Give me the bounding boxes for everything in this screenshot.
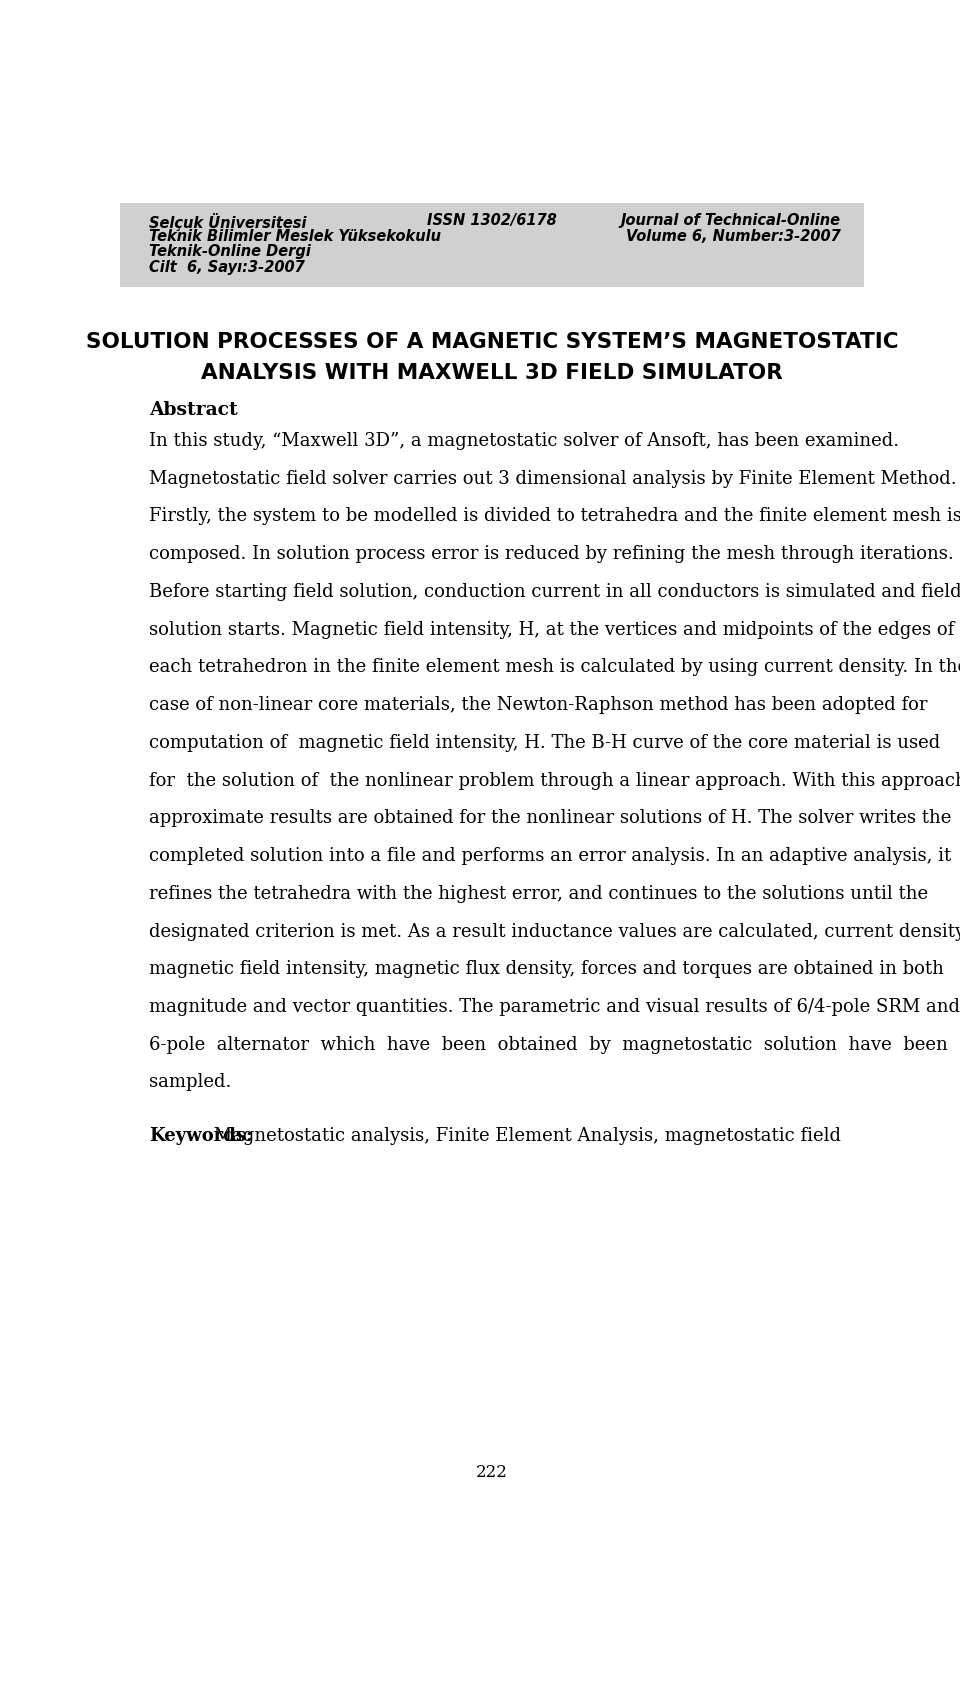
Text: Journal of Technical-Online: Journal of Technical-Online xyxy=(621,213,841,228)
Text: sampled.: sampled. xyxy=(150,1074,231,1092)
Text: Teknik-Online Dergi: Teknik-Online Dergi xyxy=(150,245,311,260)
Text: case of non-linear core materials, the Newton-Raphson method has been adopted fo: case of non-linear core materials, the N… xyxy=(150,695,928,714)
Text: Magnetostatic analysis, Finite Element Analysis, magnetostatic field: Magnetostatic analysis, Finite Element A… xyxy=(207,1126,841,1144)
Text: approximate results are obtained for the nonlinear solutions of H. The solver wr: approximate results are obtained for the… xyxy=(150,809,951,827)
Text: each tetrahedron in the finite element mesh is calculated by using current densi: each tetrahedron in the finite element m… xyxy=(150,658,960,677)
Text: composed. In solution process error is reduced by refining the mesh through iter: composed. In solution process error is r… xyxy=(150,545,954,564)
Text: Magnetostatic field solver carries out 3 dimensional analysis by Finite Element : Magnetostatic field solver carries out 3… xyxy=(150,469,957,488)
Text: SOLUTION PROCESSES OF A MAGNETIC SYSTEM’S MAGNETOSTATIC: SOLUTION PROCESSES OF A MAGNETIC SYSTEM’… xyxy=(85,333,899,351)
Text: 222: 222 xyxy=(476,1463,508,1480)
Text: Keywords:: Keywords: xyxy=(150,1126,253,1144)
Text: completed solution into a file and performs an error analysis. In an adaptive an: completed solution into a file and perfo… xyxy=(150,847,951,864)
Text: magnetic field intensity, magnetic flux density, forces and torques are obtained: magnetic field intensity, magnetic flux … xyxy=(150,960,945,979)
Text: Firstly, the system to be modelled is divided to tetrahedra and the finite eleme: Firstly, the system to be modelled is di… xyxy=(150,508,960,525)
Text: Cilt  6, Sayı:3-2007: Cilt 6, Sayı:3-2007 xyxy=(150,260,305,275)
Text: ISSN 1302/6178: ISSN 1302/6178 xyxy=(427,213,557,228)
Text: for  the solution of  the nonlinear problem through a linear approach. With this: for the solution of the nonlinear proble… xyxy=(150,771,960,790)
Text: Teknik Bilimler Meslek Yüksekokulu: Teknik Bilimler Meslek Yüksekokulu xyxy=(150,230,442,243)
Text: magnitude and vector quantities. The parametric and visual results of 6/4-pole S: magnitude and vector quantities. The par… xyxy=(150,998,960,1016)
Text: designated criterion is met. As a result inductance values are calculated, curre: designated criterion is met. As a result… xyxy=(150,923,960,940)
Text: Selçuk Üniversitesi: Selçuk Üniversitesi xyxy=(150,213,307,231)
Text: refines the tetrahedra with the highest error, and continues to the solutions un: refines the tetrahedra with the highest … xyxy=(150,885,928,903)
Text: solution starts. Magnetic field intensity, H, at the vertices and midpoints of t: solution starts. Magnetic field intensit… xyxy=(150,621,954,638)
Text: Before starting field solution, conduction current in all conductors is simulate: Before starting field solution, conducti… xyxy=(150,582,960,601)
Bar xyxy=(120,203,864,287)
Text: Volume 6, Number:3-2007: Volume 6, Number:3-2007 xyxy=(626,230,841,243)
Text: In this study, “Maxwell 3D”, a magnetostatic solver of Ansoft, has been examined: In this study, “Maxwell 3D”, a magnetost… xyxy=(150,432,900,451)
Text: computation of  magnetic field intensity, H. The B-H curve of the core material : computation of magnetic field intensity,… xyxy=(150,734,941,751)
Text: 6-pole  alternator  which  have  been  obtained  by  magnetostatic  solution  ha: 6-pole alternator which have been obtain… xyxy=(150,1036,948,1053)
Text: ANALYSIS WITH MAXWELL 3D FIELD SIMULATOR: ANALYSIS WITH MAXWELL 3D FIELD SIMULATOR xyxy=(202,363,782,383)
Text: Abstract: Abstract xyxy=(150,402,238,419)
